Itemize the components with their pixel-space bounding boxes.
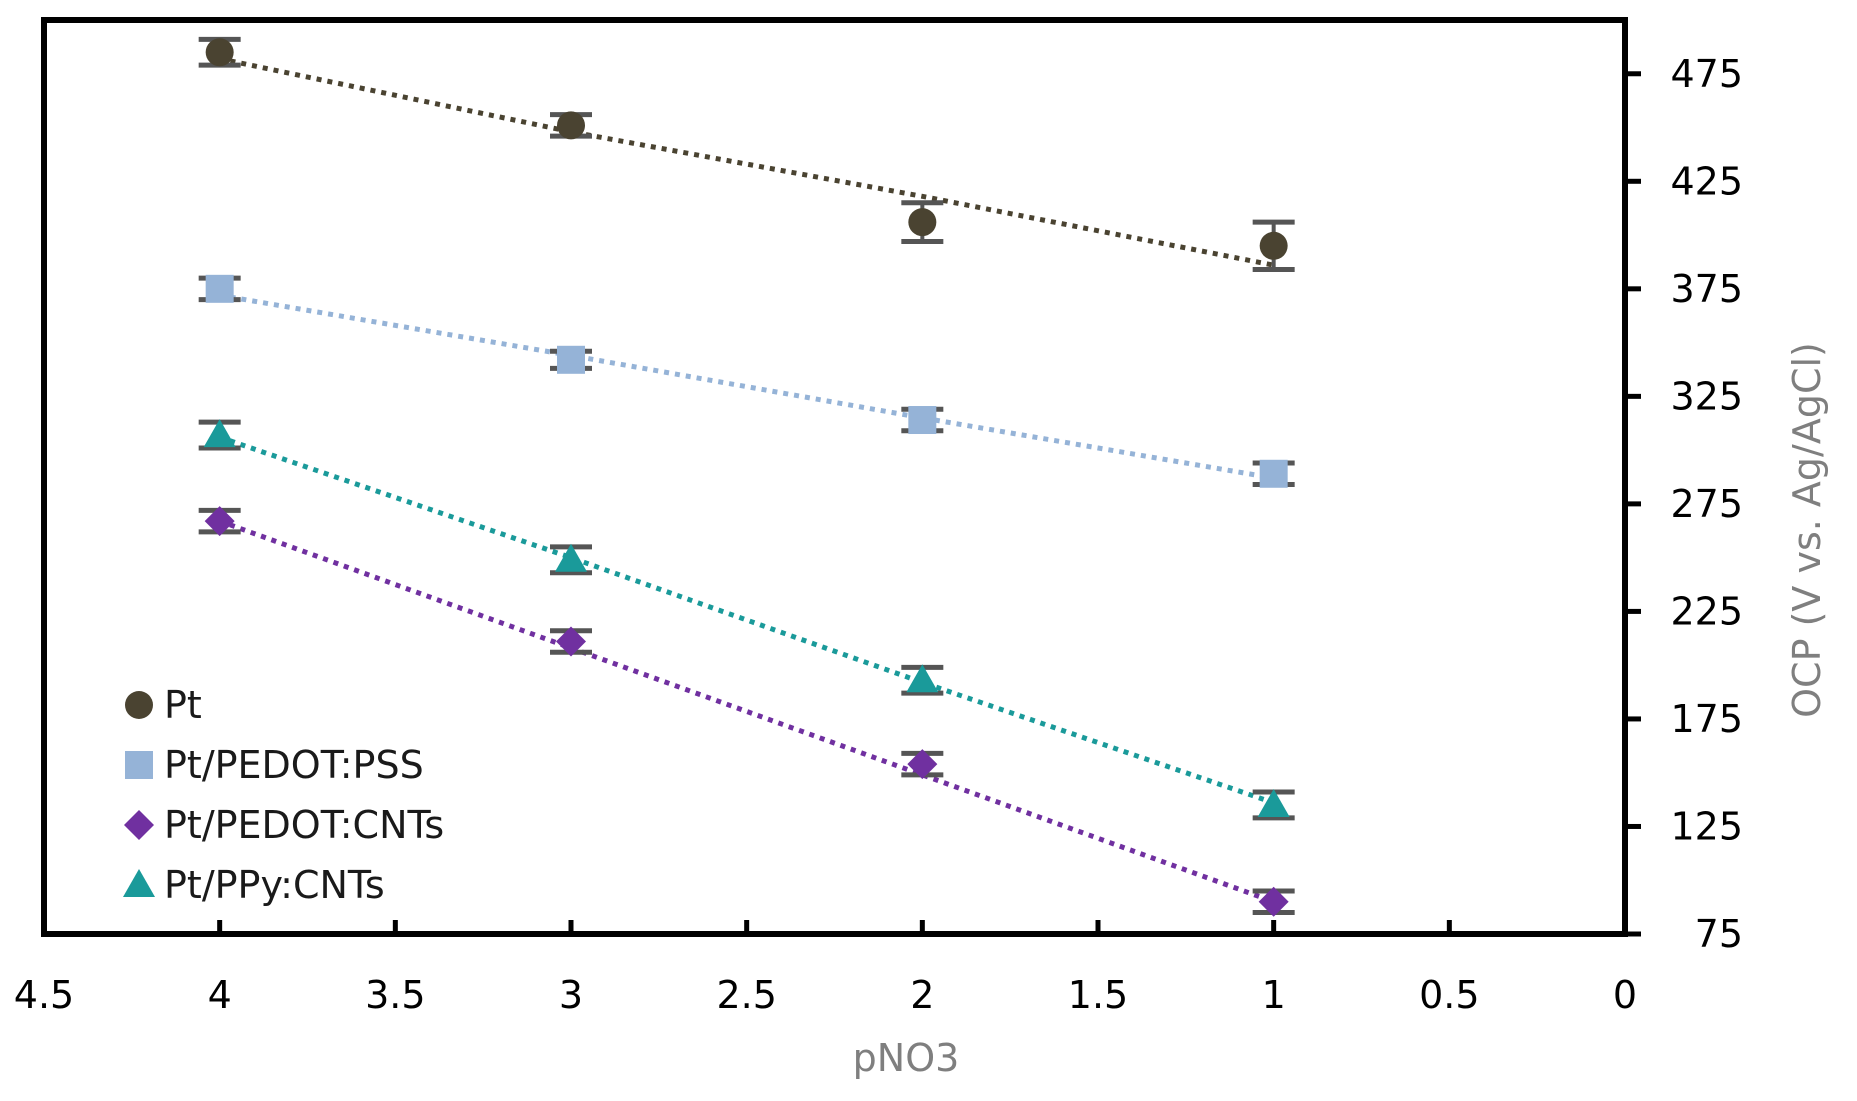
data-point-pt-pedot-cnts: [1258, 886, 1289, 917]
y-axis-title: OCP (V vs. Ag/AgCl): [1785, 342, 1829, 718]
y-tick-label: 275: [1670, 482, 1743, 526]
data-point-pt-ppy-cnts: [555, 543, 587, 572]
data-point-pt-ppy-cnts: [906, 664, 939, 693]
legend-item-pt-pedot-cnts: Pt/PEDOT:CNTs: [124, 803, 444, 847]
legend-swatch-pt: [125, 691, 153, 719]
y-tick-label: 325: [1670, 374, 1743, 418]
legend-label: Pt/PPy:CNTs: [164, 863, 385, 907]
legend-item-pt: Pt: [125, 683, 202, 727]
trendlines: [218, 56, 1275, 905]
x-tick-label: 3: [559, 973, 583, 1017]
x-tick-label: 2: [910, 973, 934, 1017]
data-point-pt-pedot-pss: [908, 406, 937, 435]
data-point-pt: [205, 38, 234, 67]
data-point-pt-pedot-cnts: [556, 626, 586, 657]
trendline-pt-pedot-pss: [219, 292, 1275, 481]
y-tick-label: 425: [1670, 159, 1743, 203]
x-tick-label: 0: [1613, 973, 1637, 1017]
y-tick-label: 75: [1695, 912, 1743, 956]
y-tick-label: 125: [1670, 804, 1743, 848]
data-markers: [203, 38, 1290, 917]
x-axis-title: pNO3: [853, 1036, 960, 1080]
legend-label: Pt/PEDOT:CNTs: [164, 803, 444, 847]
legend-swatch-pt-ppy-cnts: [123, 869, 155, 897]
plot-frame: [41, 17, 1628, 937]
legend-item-pt-ppy-cnts: Pt/PPy:CNTs: [123, 863, 385, 907]
data-point-pt-pedot-pss: [557, 345, 585, 374]
x-tick-label: 1.5: [1068, 973, 1128, 1017]
y-tick-label: 175: [1670, 697, 1743, 741]
trendline-pt: [219, 56, 1275, 268]
legend-swatch-pt-pedot-pss: [125, 751, 153, 779]
x-tick-label: 3.5: [365, 973, 425, 1017]
y-tick-label: 225: [1670, 589, 1743, 633]
x-tick-label: 1: [1262, 973, 1286, 1017]
legend-label: Pt/PEDOT:PSS: [164, 743, 424, 787]
data-point-pt-pedot-pss: [205, 274, 234, 303]
data-point-pt: [557, 111, 585, 140]
legend-item-pt-pedot-pss: Pt/PEDOT:PSS: [125, 743, 424, 787]
x-axis-ticks: 4.5 4 3.5 3 2.5 2 1.5 1 0.5 0: [14, 920, 1637, 1017]
data-point-pt-pedot-cnts: [204, 506, 235, 537]
data-point-pt-pedot-cnts: [907, 749, 938, 780]
x-tick-label: 2.5: [716, 973, 776, 1017]
legend: Pt Pt/PEDOT:PSS Pt/PEDOT:CNTs Pt/PPy:CNTs: [123, 683, 444, 907]
y-axis-ticks: 75 125 175 225 275 325 375 425 475: [1625, 52, 1743, 956]
x-tick-label: 4: [208, 973, 232, 1017]
data-point-pt-ppy-cnts: [203, 419, 236, 448]
data-point-pt: [1259, 231, 1288, 260]
x-tick-label: 4.5: [14, 973, 74, 1017]
y-tick-label: 375: [1670, 267, 1743, 311]
y-tick-label: 475: [1670, 52, 1743, 96]
data-point-pt-pedot-pss: [1259, 459, 1288, 488]
plot-border: [41, 17, 1628, 937]
data-point-pt: [908, 208, 937, 237]
data-point-pt-ppy-cnts: [1257, 788, 1290, 817]
legend-label: Pt: [164, 683, 202, 727]
x-tick-label: 0.5: [1419, 973, 1479, 1017]
legend-swatch-pt-pedot-cnts: [124, 810, 154, 840]
